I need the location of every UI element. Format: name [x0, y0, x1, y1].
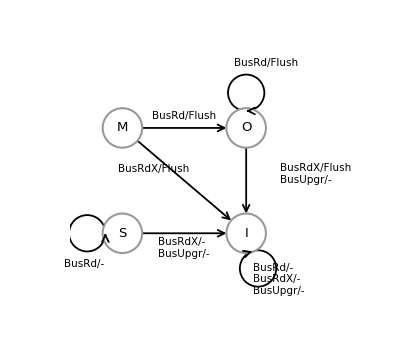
- Circle shape: [226, 108, 266, 148]
- Text: BusRdX/Flush: BusRdX/Flush: [118, 164, 190, 174]
- Text: M: M: [117, 121, 128, 134]
- Circle shape: [103, 213, 142, 253]
- Text: O: O: [241, 121, 252, 134]
- Circle shape: [103, 108, 142, 148]
- Text: S: S: [118, 227, 127, 240]
- Text: BusRd/Flush: BusRd/Flush: [152, 111, 217, 121]
- Text: BusRdX/Flush
BusUpgr/-: BusRdX/Flush BusUpgr/-: [281, 163, 352, 185]
- Circle shape: [226, 213, 266, 253]
- Text: BusRd/-: BusRd/-: [64, 259, 105, 268]
- Text: BusRd/Flush: BusRd/Flush: [234, 58, 298, 68]
- Text: I: I: [244, 227, 248, 240]
- Text: BusRdX/-
BusUpgr/-: BusRdX/- BusUpgr/-: [158, 237, 210, 259]
- Text: BusRd/-
BusRdX/-
BusUpgr/-: BusRd/- BusRdX/- BusUpgr/-: [253, 263, 305, 296]
